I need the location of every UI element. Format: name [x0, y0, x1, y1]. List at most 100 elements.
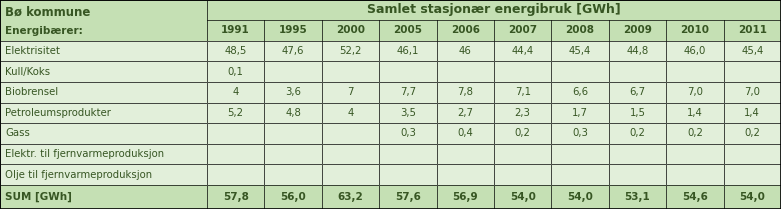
Bar: [723, 185, 781, 209]
Bar: [609, 164, 666, 185]
Text: 47,6: 47,6: [282, 46, 305, 56]
Bar: [322, 185, 380, 209]
Text: 2005: 2005: [394, 25, 423, 35]
Bar: [264, 144, 322, 164]
Bar: [264, 82, 322, 103]
Text: 3,6: 3,6: [285, 87, 301, 97]
Text: 46,0: 46,0: [683, 46, 706, 56]
Bar: [207, 103, 264, 123]
Bar: [609, 41, 666, 61]
Text: 1,4: 1,4: [687, 108, 703, 118]
Text: 48,5: 48,5: [224, 46, 247, 56]
Bar: [207, 123, 264, 144]
Bar: [551, 123, 609, 144]
Bar: [380, 144, 437, 164]
Bar: [437, 123, 494, 144]
Text: Olje til fjernvarmeproduksjon: Olje til fjernvarmeproduksjon: [5, 170, 152, 180]
Bar: [264, 164, 322, 185]
Bar: [609, 185, 666, 209]
Text: 4: 4: [348, 108, 354, 118]
Bar: [380, 103, 437, 123]
Text: 4,8: 4,8: [285, 108, 301, 118]
Bar: [207, 82, 264, 103]
Bar: [207, 164, 264, 185]
Bar: [723, 164, 781, 185]
Text: 1,5: 1,5: [629, 108, 645, 118]
Bar: [264, 123, 322, 144]
Bar: [723, 41, 781, 61]
Text: 63,2: 63,2: [337, 192, 363, 202]
Text: 0,2: 0,2: [515, 129, 530, 138]
Bar: [0, 185, 207, 209]
Bar: [723, 41, 781, 61]
Bar: [207, 0, 781, 41]
Bar: [494, 82, 551, 103]
Bar: [609, 41, 666, 61]
Bar: [0, 41, 207, 61]
Bar: [437, 185, 494, 209]
Text: 0,1: 0,1: [228, 67, 244, 77]
Bar: [264, 144, 322, 164]
Text: Gass: Gass: [5, 129, 30, 138]
Text: 7,0: 7,0: [687, 87, 703, 97]
Bar: [437, 164, 494, 185]
Bar: [380, 41, 437, 61]
Bar: [437, 144, 494, 164]
Bar: [437, 82, 494, 103]
Bar: [0, 82, 207, 103]
Bar: [666, 164, 723, 185]
Text: 57,8: 57,8: [223, 192, 248, 202]
Text: 1991: 1991: [221, 25, 250, 35]
Bar: [264, 82, 322, 103]
Text: Energibærer:: Energibærer:: [5, 25, 84, 36]
Bar: [494, 185, 551, 209]
Bar: [437, 61, 494, 82]
Text: 44,8: 44,8: [626, 46, 648, 56]
Bar: [264, 41, 322, 61]
Text: 54,6: 54,6: [682, 192, 708, 202]
Text: 46: 46: [459, 46, 472, 56]
Text: 6,7: 6,7: [629, 87, 646, 97]
Bar: [551, 185, 609, 209]
Bar: [322, 185, 380, 209]
Bar: [494, 164, 551, 185]
Bar: [207, 61, 264, 82]
Bar: [666, 82, 723, 103]
Bar: [207, 144, 264, 164]
Bar: [0, 103, 207, 123]
Bar: [551, 164, 609, 185]
Text: Elektrisitet: Elektrisitet: [5, 46, 60, 56]
Text: 2,3: 2,3: [515, 108, 530, 118]
Bar: [0, 123, 207, 144]
Bar: [437, 123, 494, 144]
Bar: [322, 41, 380, 61]
Bar: [551, 144, 609, 164]
Text: 46,1: 46,1: [397, 46, 419, 56]
Bar: [322, 103, 380, 123]
Text: 2007: 2007: [508, 25, 537, 35]
Bar: [0, 0, 207, 41]
Bar: [0, 103, 207, 123]
Bar: [0, 0, 207, 41]
Text: 0,4: 0,4: [458, 129, 473, 138]
Bar: [207, 123, 264, 144]
Text: 54,0: 54,0: [567, 192, 593, 202]
Bar: [380, 185, 437, 209]
Bar: [551, 144, 609, 164]
Bar: [723, 82, 781, 103]
Bar: [609, 185, 666, 209]
Bar: [380, 123, 437, 144]
Text: 0,3: 0,3: [400, 129, 415, 138]
Bar: [380, 123, 437, 144]
Bar: [609, 103, 666, 123]
Bar: [0, 82, 207, 103]
Text: 6,6: 6,6: [572, 87, 588, 97]
Bar: [609, 61, 666, 82]
Text: 56,9: 56,9: [452, 192, 478, 202]
Bar: [551, 61, 609, 82]
Bar: [322, 144, 380, 164]
Text: 53,1: 53,1: [625, 192, 651, 202]
Bar: [494, 164, 551, 185]
Text: Samlet stasjonær energibruk [GWh]: Samlet stasjonær energibruk [GWh]: [367, 3, 621, 16]
Text: 54,0: 54,0: [740, 192, 765, 202]
